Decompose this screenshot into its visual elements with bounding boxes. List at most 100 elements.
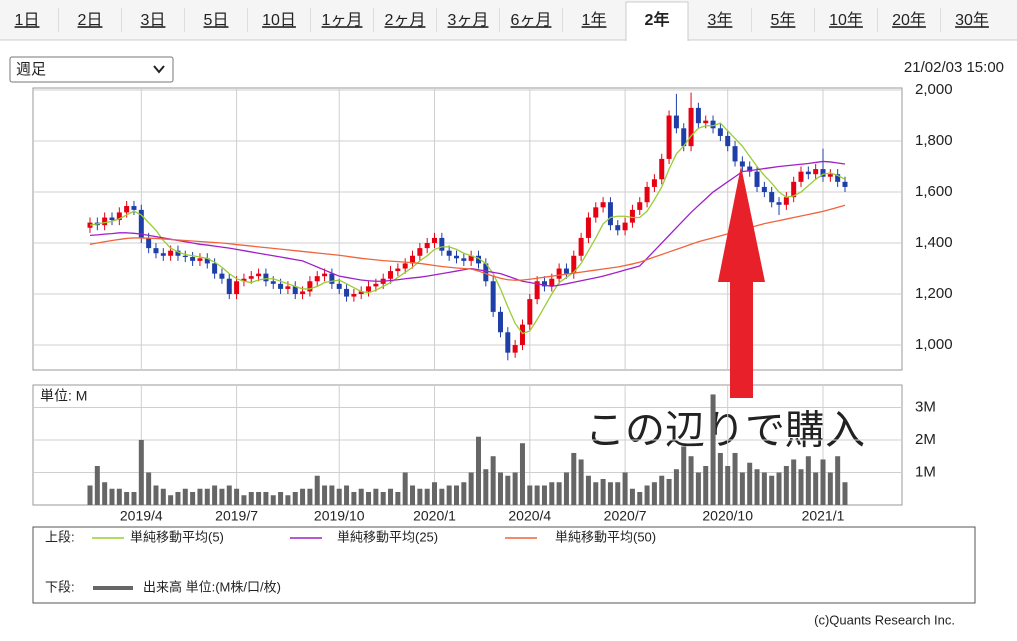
volume-bar [651, 482, 657, 505]
volume-bar [234, 488, 240, 505]
volume-bar [190, 491, 196, 505]
tab[interactable]: 10日 [262, 12, 296, 29]
volume-bar [578, 459, 584, 505]
tab[interactable]: 1ヶ月 [322, 12, 363, 29]
tab[interactable]: 1年 [582, 11, 607, 29]
tab[interactable]: 3日 [141, 12, 166, 29]
candle-body [497, 311, 503, 333]
candle-body [644, 186, 650, 203]
volume-bar [710, 394, 716, 505]
candle-body [805, 171, 811, 175]
tab[interactable]: 5日 [204, 12, 229, 29]
candle-body [629, 209, 635, 223]
candle-body [622, 222, 628, 231]
timestamp: 21/02/03 15:00 [904, 59, 1004, 76]
dropdown-value[interactable]: 週足 [16, 61, 46, 78]
candle-body [226, 278, 232, 295]
volume-bar [798, 469, 804, 505]
volume-bar [490, 456, 496, 505]
volume-bar [475, 436, 481, 505]
volume-bar [204, 488, 210, 505]
candle-body [322, 273, 328, 277]
volume-bar [131, 491, 137, 505]
candle-body [410, 255, 416, 264]
candle-body [190, 257, 196, 261]
candle-body [402, 263, 408, 269]
candle-body [578, 237, 584, 256]
volume-bar [285, 495, 291, 505]
tab[interactable]: 10年 [829, 11, 863, 29]
volume-bar [336, 488, 342, 505]
x-tick-label: 2021/1 [802, 508, 845, 524]
dropdown[interactable] [9, 56, 174, 83]
candle-body [827, 174, 833, 177]
y-tick-label: 1,600 [915, 183, 953, 200]
tab[interactable]: 1日 [15, 12, 40, 29]
unit-label: 単位: M [40, 388, 87, 404]
candle-body [285, 286, 291, 289]
volume-bar [197, 488, 203, 505]
y-tick-label: 1,800 [915, 132, 953, 149]
candle-body [769, 192, 775, 203]
selected-tab [625, 1, 689, 41]
volume-bar [351, 491, 357, 505]
volume-bar [813, 472, 819, 505]
x-tick-label: 2019/7 [215, 508, 258, 524]
tab[interactable]: 2日 [78, 12, 103, 29]
tab[interactable]: 20年 [892, 11, 926, 29]
tab[interactable]: 6ヶ月 [511, 12, 552, 29]
candle-body [256, 273, 262, 277]
volume-bar [241, 495, 247, 505]
volume-bar [263, 491, 269, 505]
volume-bar [454, 485, 459, 505]
tab[interactable]: 2ヶ月 [385, 12, 426, 29]
volume-bar [827, 472, 833, 505]
volume-bar [519, 443, 525, 505]
volume-bar [600, 478, 606, 505]
tab[interactable]: 3年 [708, 11, 733, 29]
volume-bar [424, 488, 430, 505]
volume-bar [226, 485, 232, 505]
volume-bar [300, 488, 306, 505]
candle-body [585, 217, 591, 238]
candle-body [820, 169, 826, 177]
legend-label: 下段: [45, 579, 75, 594]
volume-bar [615, 482, 621, 505]
candle-body [776, 202, 782, 205]
arrow-shaft [730, 280, 753, 398]
y-tick-label: 1M [915, 463, 936, 480]
volume-bar [644, 485, 650, 505]
candle-body [417, 248, 423, 256]
volume-bar [410, 485, 416, 505]
candle-body [131, 206, 137, 210]
volume-bar [314, 475, 320, 505]
candle-body [197, 258, 203, 261]
plot: 1,000 1,200 1,400 1,600 1,800 2,000 この辺りで購入上段:… [33, 81, 953, 594]
tab[interactable]: 5年 [771, 11, 796, 29]
candle-body [241, 278, 247, 282]
tab: 2年 [645, 10, 670, 29]
volume-bar [395, 491, 401, 505]
volume-bar [673, 469, 679, 505]
legend-entry: 単純移動平均(5) [130, 529, 224, 544]
candle-body [571, 255, 577, 274]
tab[interactable]: 30年 [955, 11, 989, 29]
volume-bar [366, 491, 372, 505]
volume-bar [842, 482, 848, 505]
volume-bar [344, 485, 350, 505]
volume-bar [805, 456, 811, 505]
candle-body [791, 181, 797, 198]
candle-body [732, 146, 738, 162]
candle-body [835, 174, 841, 182]
volume-bar [791, 459, 797, 505]
volume-bar [739, 472, 745, 505]
candle-body [182, 255, 188, 258]
x-tick-label: 2020/1 [413, 508, 456, 524]
tab[interactable]: 3ヶ月 [448, 12, 489, 29]
volume-bar [329, 485, 335, 505]
legend-entry: 単純移動平均(50) [555, 529, 656, 544]
volume-bar [695, 472, 701, 505]
volume-bar [497, 472, 503, 505]
volume-bar [747, 462, 753, 505]
